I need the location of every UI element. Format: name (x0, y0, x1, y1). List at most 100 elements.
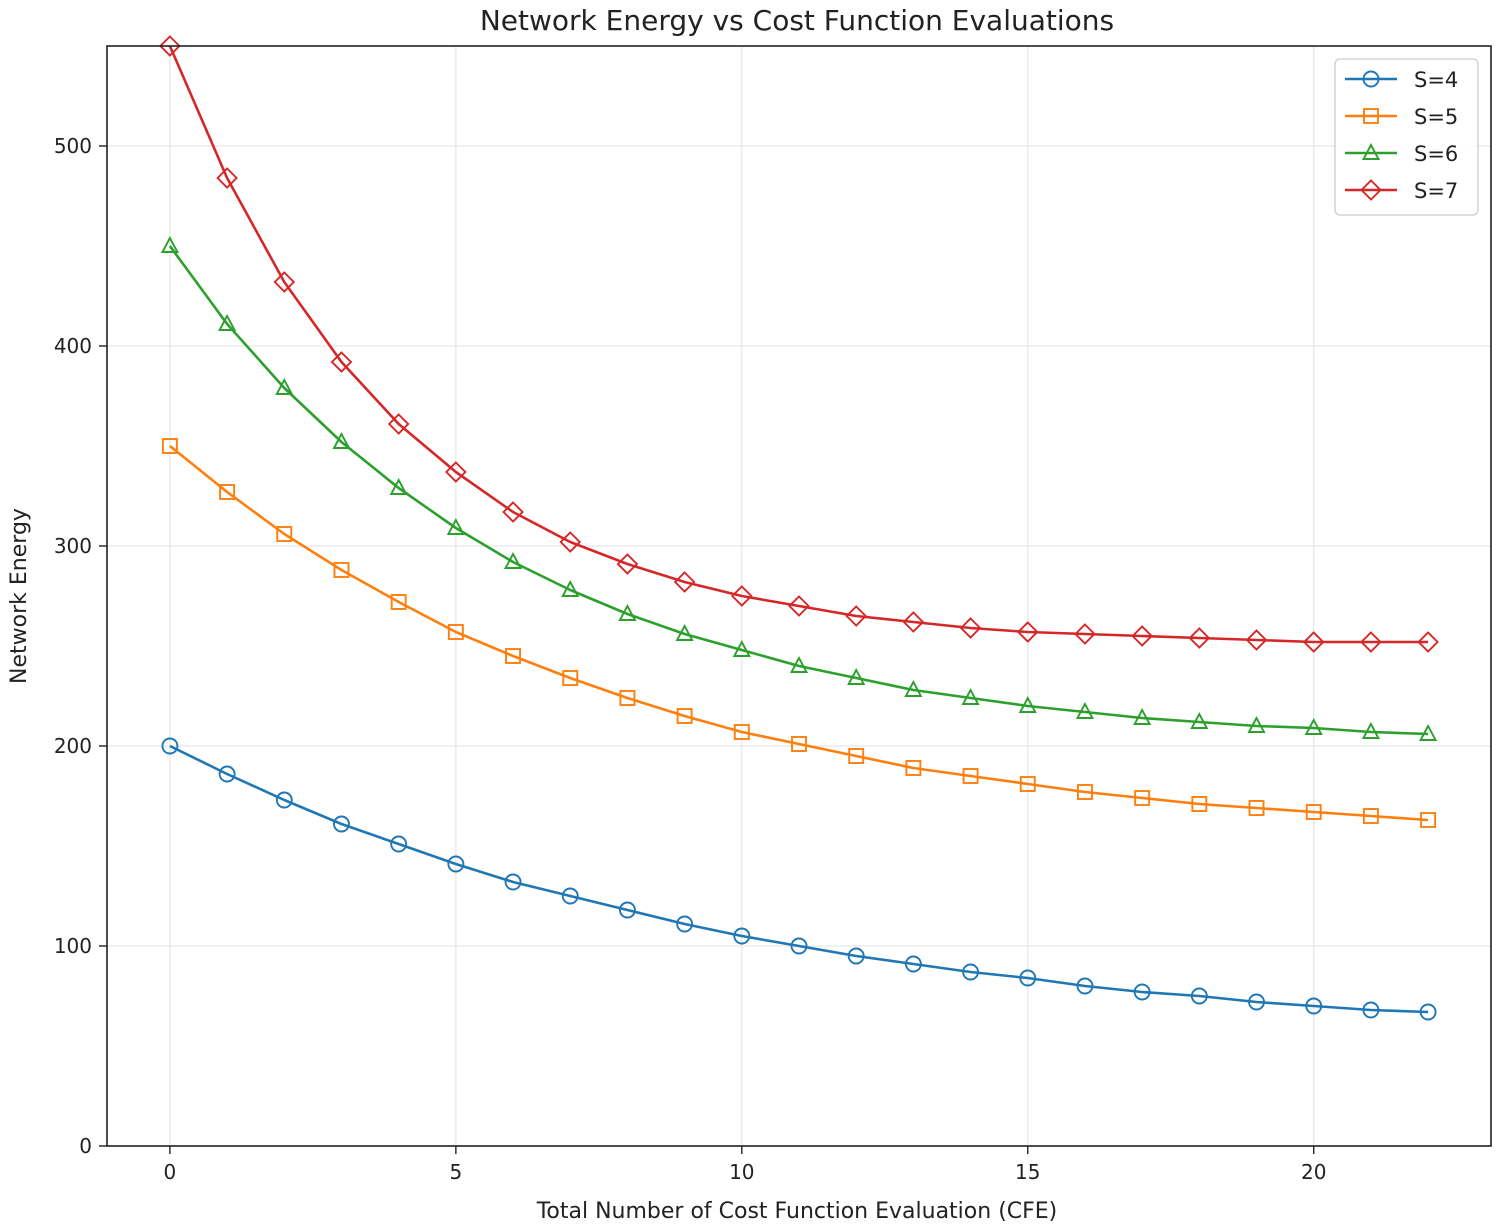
data-point-s5 (1362, 808, 1379, 824)
legend-entry-s7: S=7 (1345, 179, 1458, 203)
legend-label: S=5 (1414, 105, 1458, 129)
series-s5 (161, 438, 1437, 828)
data-point-s7 (1131, 625, 1153, 647)
data-point-s4 (962, 963, 980, 981)
legend: S=4 S=5 S=6 S=7 (1334, 58, 1479, 216)
x-tick-label: 0 (164, 1160, 177, 1184)
data-point-s4 (275, 791, 293, 809)
data-point-s5 (791, 736, 807, 752)
data-point-s6 (847, 667, 866, 685)
data-point-s4 (390, 835, 408, 853)
data-point-s7 (959, 617, 982, 639)
data-point-s7 (1188, 627, 1211, 649)
data-point-s4 (1419, 1003, 1437, 1021)
data-point-s4 (618, 901, 636, 919)
data-point-s5 (1077, 784, 1093, 800)
legend-label: S=4 (1414, 68, 1458, 92)
data-point-s7 (387, 413, 410, 435)
y-tick-label: 400 (54, 334, 92, 358)
data-point-s7 (273, 271, 296, 293)
data-point-s4 (847, 947, 865, 965)
series-s6 (160, 235, 1438, 741)
data-point-s5 (962, 768, 979, 784)
data-point-s4 (733, 927, 751, 945)
data-point-s7 (1245, 629, 1268, 651)
data-point-s5 (276, 526, 293, 542)
data-point-s4 (1305, 997, 1323, 1015)
data-point-s6 (732, 639, 751, 657)
data-point-s7 (1417, 631, 1439, 653)
data-point-s7 (788, 595, 810, 617)
data-point-s6 (1419, 723, 1438, 741)
data-point-s6 (332, 431, 351, 449)
x-tick-label: 10 (729, 1160, 754, 1184)
data-point-s5 (848, 748, 865, 764)
data-point-s5 (219, 484, 236, 500)
data-point-s5 (447, 624, 464, 640)
data-point-s6 (961, 687, 980, 705)
data-point-s5 (905, 760, 922, 776)
data-point-s7 (445, 461, 467, 483)
data-point-s6 (904, 679, 923, 697)
y-tick-label: 300 (54, 534, 92, 558)
data-point-s7 (1360, 631, 1382, 653)
data-point-s5 (390, 594, 407, 610)
data-point-s4 (447, 855, 465, 873)
series-line-s6 (168, 245, 1429, 736)
data-point-s6 (389, 477, 408, 495)
data-point-s7 (616, 553, 639, 575)
data-point-s4 (1362, 1001, 1380, 1019)
y-tick-label: 500 (54, 134, 92, 158)
data-point-s5 (676, 708, 693, 724)
legend-entry-s4: S=4 (1345, 68, 1458, 92)
data-point-s5 (333, 562, 350, 578)
data-point-s4 (1248, 993, 1265, 1011)
series-line-s4 (169, 744, 1429, 1014)
plot-frame (106, 45, 1492, 1147)
series-s4 (161, 737, 1437, 1021)
data-point-s6 (789, 655, 809, 673)
data-point-s5 (505, 648, 521, 664)
data-point-s6 (160, 235, 179, 253)
legend-label: S=6 (1414, 142, 1458, 166)
data-point-s4 (333, 815, 350, 833)
data-point-s7 (559, 531, 582, 553)
data-point-s5 (161, 438, 178, 454)
data-point-s4 (1133, 983, 1151, 1001)
legend-marker (1363, 108, 1379, 124)
data-point-s6 (1190, 711, 1209, 729)
legend-box (1334, 58, 1479, 216)
legend-entries: S=4 S=5 S=6 S=7 (1345, 68, 1458, 203)
series-line-s7 (168, 45, 1429, 644)
data-point-s4 (218, 765, 236, 783)
data-point-s6 (1133, 707, 1152, 725)
data-point-s6 (1075, 701, 1095, 719)
legend-marker (1360, 179, 1382, 201)
data-point-s7 (502, 501, 524, 523)
data-point-s6 (218, 313, 237, 331)
data-point-s6 (275, 377, 294, 395)
data-point-s5 (733, 724, 750, 740)
legend-entry-s5: S=5 (1345, 105, 1458, 129)
data-point-s6 (561, 579, 580, 597)
chart-title: Network Energy vs Cost Function Evaluati… (480, 4, 1114, 37)
data-point-s5 (1019, 776, 1036, 792)
data-point-s6 (675, 623, 694, 641)
legend-marker (1361, 142, 1381, 160)
x-axis-label: Total Number of Cost Function Evaluation… (536, 1199, 1058, 1224)
data-point-s5 (1305, 804, 1322, 820)
data-point-s7 (159, 35, 181, 57)
data-point-s4 (1076, 977, 1094, 995)
data-point-s5 (1134, 790, 1151, 806)
x-tick-label: 20 (1301, 1160, 1326, 1184)
series-line-s5 (169, 444, 1429, 822)
data-point-s5 (1191, 796, 1208, 812)
y-tick-label: 100 (54, 934, 92, 958)
data-point-s6 (1247, 715, 1266, 733)
data-point-s7 (1302, 631, 1325, 653)
y-axis-label: Network Energy (7, 508, 32, 684)
data-point-s6 (1304, 717, 1323, 735)
series-layer (159, 35, 1439, 1021)
